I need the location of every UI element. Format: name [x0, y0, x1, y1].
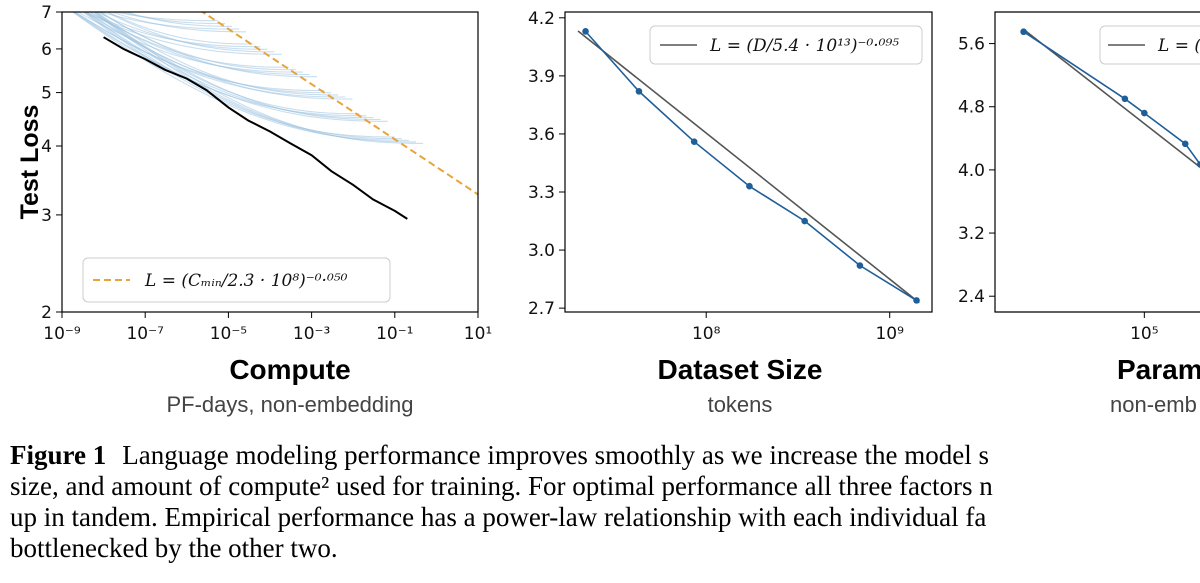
- compute-run-curve: [119, 12, 226, 25]
- compute-x-tick-label: 10¹: [464, 324, 492, 344]
- compute-y-tick-label: 4: [41, 137, 52, 157]
- compute-run-curve: [82, 12, 395, 138]
- dataset-data-point: [582, 28, 589, 35]
- compute-run-curve: [94, 12, 424, 144]
- compute-frontier-line: [103, 36, 408, 220]
- parameters-data-point: [1020, 28, 1027, 36]
- caption-label: Figure 1: [10, 440, 107, 470]
- compute-legend: L = (Cₘᵢₙ/2.3 · 10⁸)⁻⁰·⁰⁵⁰: [82, 257, 391, 303]
- compute-x-tick-label: 10⁻⁷: [126, 324, 164, 344]
- figure-caption: Figure 1 Language modeling performance im…: [10, 440, 1200, 564]
- dataset-y-tick-label: 3.0: [528, 241, 555, 261]
- compute-legend-label: L = (Cₘᵢₙ/2.3 · 10⁸)⁻⁰·⁰⁵⁰: [144, 271, 348, 291]
- compute-run-curve: [105, 12, 275, 53]
- compute-x-tick-label: 10⁻⁹: [43, 324, 81, 344]
- compute-x-axis-title: Compute: [229, 354, 350, 385]
- compute-y-tick-label: 7: [41, 3, 52, 23]
- parameters-legend: L = (: [1099, 25, 1200, 65]
- parameters-panel: 10⁵ 2.4 3.2 4.0 4.8 5.6 Param non-emb L = (: [958, 11, 1200, 417]
- parameters-data-point: [1181, 140, 1189, 148]
- compute-x-tick-label: 10⁻⁵: [210, 324, 247, 344]
- compute-y-axis-label: Test Loss: [16, 105, 44, 220]
- dataset-y-tick-label: 3.3: [528, 183, 555, 203]
- compute-run-curve: [110, 12, 247, 33]
- dataset-y-tick-label: 4.2: [528, 9, 555, 29]
- parameters-y-tick-label: 4.0: [958, 161, 985, 181]
- compute-run-curve: [45, 0, 196, 3]
- compute-run-curve: [106, 12, 254, 45]
- compute-run-curve: [45, 0, 211, 9]
- compute-run-curves: [45, 0, 424, 144]
- dataset-y-tick-label: 2.7: [528, 299, 555, 319]
- dataset-x-axis-subtitle: tokens: [708, 392, 773, 417]
- parameters-x-axis-subtitle: non-emb: [1110, 392, 1197, 417]
- dataset-y-tick-label: 3.9: [528, 67, 555, 87]
- compute-run-curve: [98, 12, 240, 30]
- compute-run-curve: [95, 12, 339, 96]
- parameters-y-tick-label: 4.8: [958, 98, 985, 118]
- compute-plot-frame: [61, 11, 479, 313]
- compute-run-curve: [83, 12, 261, 48]
- compute-y-tick-label: 3: [41, 206, 52, 226]
- parameters-plot-frame: [994, 11, 1200, 313]
- dataset-data-point: [690, 138, 698, 145]
- compute-run-curve: [92, 12, 402, 140]
- caption-line-4: bottlenecked by the other two.: [10, 533, 338, 563]
- caption-line-1: Language modeling performance improves s…: [122, 440, 989, 470]
- compute-run-curve: [124, 12, 233, 27]
- parameters-y-tick-label: 3.2: [958, 224, 985, 244]
- dataset-data-point: [801, 217, 808, 225]
- parameters-x-tick-label: 10⁵: [1130, 324, 1158, 344]
- parameters-data-point: [1196, 161, 1200, 168]
- dataset-x-tick-label: 10⁹: [875, 324, 904, 344]
- compute-run-curve: [77, 12, 303, 73]
- compute-run-curve: [95, 12, 268, 50]
- compute-run-curve: [74, 12, 346, 98]
- dataset-legend-label: L = (D/5.4 · 10¹³)⁻⁰·⁰⁹⁵: [709, 36, 899, 56]
- compute-y-tick-label: 5: [41, 84, 52, 104]
- dataset-data-point: [856, 262, 864, 269]
- compute-run-curve: [98, 12, 296, 71]
- dataset-data-point: [913, 297, 920, 304]
- compute-x-tick-label: 10⁻³: [293, 324, 330, 344]
- compute-x-tick-label: 10⁻¹: [376, 324, 413, 344]
- compute-run-curve: [73, 12, 388, 122]
- compute-y-tick-label: 2: [41, 303, 52, 323]
- compute-run-curve: [86, 12, 353, 100]
- dataset-x-axis-title: Dataset Size: [658, 354, 823, 385]
- parameters-legend-label: L = (: [1157, 36, 1200, 56]
- caption-line-2: size, and amount of compute² used for tr…: [10, 471, 993, 501]
- parameters-data-point: [1121, 95, 1129, 103]
- dataset-y-tick-label: 3.6: [528, 125, 555, 145]
- parameters-series-line: [1023, 31, 1200, 166]
- dataset-fit-line: [577, 30, 920, 304]
- dataset-legend: L = (D/5.4 · 10¹³)⁻⁰·⁰⁹⁵: [649, 25, 923, 65]
- dataset-data-point: [746, 182, 753, 190]
- caption-line-3: up in tandem. Empirical performance has …: [10, 502, 987, 532]
- parameters-fit-line: [1023, 28, 1200, 169]
- compute-run-curve: [89, 12, 310, 76]
- compute-run-curve: [45, 0, 204, 6]
- dataset-data-point: [635, 88, 643, 95]
- compute-x-axis-subtitle: PF-days, non-embedding: [166, 392, 413, 417]
- parameters-x-axis-title: Param: [1117, 354, 1200, 385]
- dataset-size-panel: 10⁸ 10⁹ 2.7 3.0 3.3 3.6 3.9 4.2 Dataset Size to…: [528, 9, 933, 417]
- compute-run-curve: [88, 12, 289, 68]
- parameters-y-tick-label: 5.6: [958, 35, 985, 55]
- compute-y-tick-label: 6: [41, 40, 52, 60]
- dataset-x-tick-label: 10⁸: [692, 324, 721, 344]
- caption-line: Figure 1 Language modeling performance im…: [10, 440, 1200, 471]
- parameters-data-point: [1141, 109, 1148, 117]
- parameters-y-tick-label: 2.4: [958, 287, 985, 307]
- dataset-plot-frame: [564, 11, 933, 313]
- compute-run-curve: [99, 12, 317, 78]
